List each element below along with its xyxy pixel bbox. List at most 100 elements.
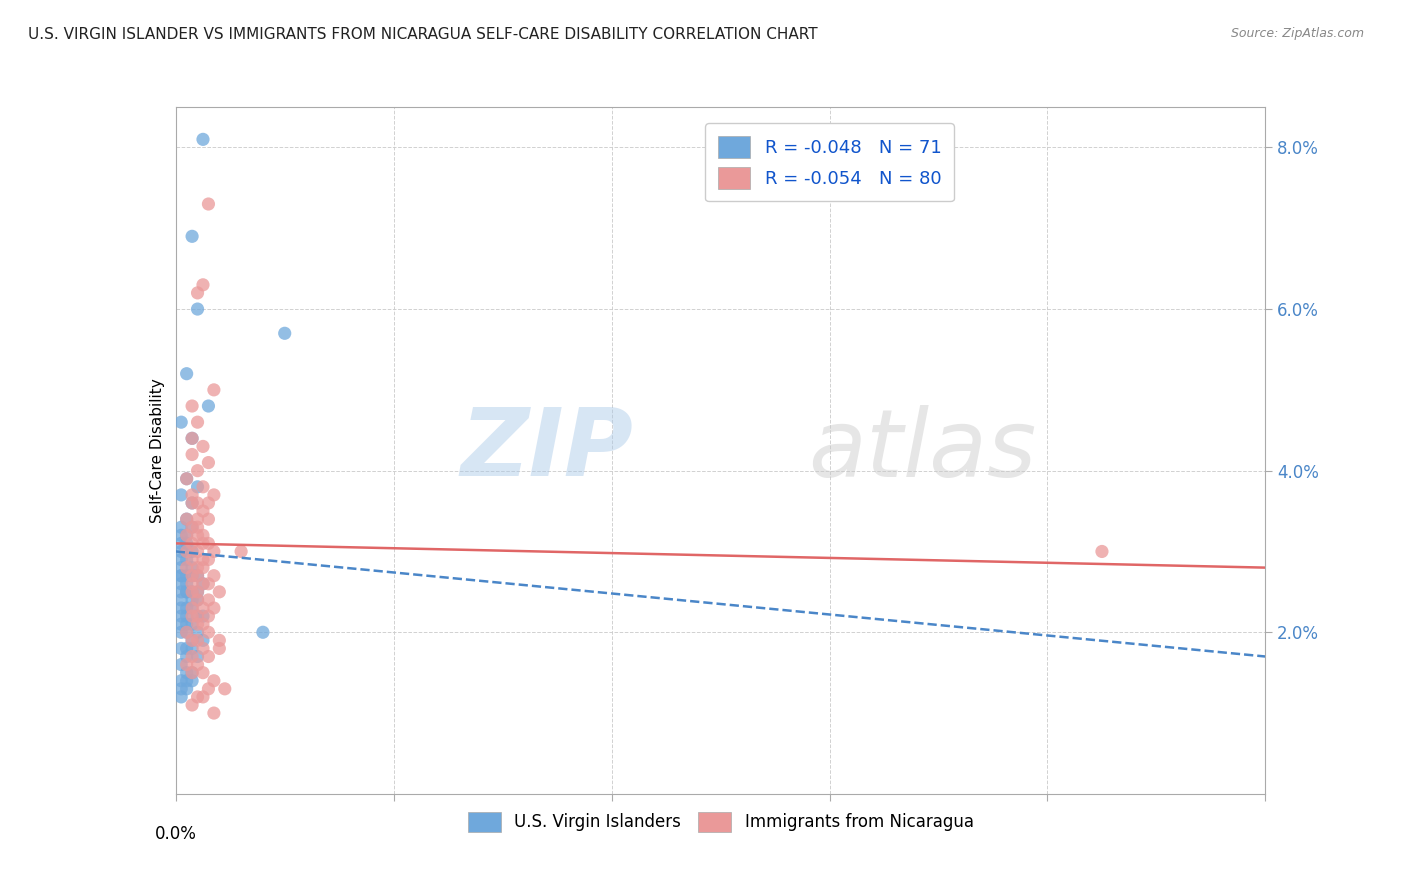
Point <box>191 439 214 453</box>
Point <box>191 480 214 494</box>
Point <box>170 625 193 640</box>
Point <box>176 601 198 615</box>
Point <box>181 641 204 656</box>
Point <box>176 649 198 664</box>
Point <box>181 568 204 582</box>
Point <box>181 601 204 615</box>
Point <box>176 609 198 624</box>
Point <box>186 512 209 526</box>
Point <box>176 585 198 599</box>
Point <box>170 617 193 632</box>
Point <box>176 617 198 632</box>
Point <box>197 512 219 526</box>
Point <box>181 585 204 599</box>
Point <box>181 520 204 534</box>
Y-axis label: Self-Care Disability: Self-Care Disability <box>149 378 165 523</box>
Point <box>197 552 219 566</box>
Point <box>191 528 214 542</box>
Point <box>208 585 231 599</box>
Point <box>176 625 198 640</box>
Point <box>191 617 214 632</box>
Point <box>181 496 204 510</box>
Point <box>186 528 209 542</box>
Point <box>176 657 198 672</box>
Point <box>170 681 193 696</box>
Point <box>186 480 209 494</box>
Point <box>170 576 193 591</box>
Point <box>197 609 219 624</box>
Point <box>186 609 209 624</box>
Point <box>197 456 219 470</box>
Point <box>186 585 209 599</box>
Point <box>181 665 204 680</box>
Point <box>186 609 209 624</box>
Point <box>197 399 219 413</box>
Point <box>181 536 204 550</box>
Point <box>186 625 209 640</box>
Point <box>208 641 231 656</box>
Point <box>186 415 209 429</box>
Point <box>181 229 204 244</box>
Point <box>186 617 209 632</box>
Point <box>176 472 198 486</box>
Point <box>191 536 214 550</box>
Point <box>191 576 214 591</box>
Point <box>186 649 209 664</box>
Point <box>170 560 193 574</box>
Point <box>186 560 209 574</box>
Point <box>176 665 198 680</box>
Point <box>186 301 209 316</box>
Point <box>181 633 204 648</box>
Point <box>181 431 204 445</box>
Point <box>181 633 204 648</box>
Legend: U.S. Virgin Islanders, Immigrants from Nicaragua: U.S. Virgin Islanders, Immigrants from N… <box>460 804 981 840</box>
Point <box>181 649 204 664</box>
Point <box>274 326 297 341</box>
Point <box>197 649 219 664</box>
Point <box>186 520 209 534</box>
Point <box>1091 544 1114 558</box>
Point <box>191 601 214 615</box>
Point <box>170 641 193 656</box>
Point <box>170 528 193 542</box>
Point <box>176 673 198 688</box>
Point <box>170 673 193 688</box>
Point <box>186 593 209 607</box>
Text: 0.0%: 0.0% <box>155 825 197 843</box>
Point <box>170 415 193 429</box>
Point <box>170 544 193 558</box>
Point <box>170 568 193 582</box>
Point <box>170 690 193 704</box>
Point <box>176 367 198 381</box>
Point <box>170 520 193 534</box>
Point <box>197 496 219 510</box>
Point <box>170 488 193 502</box>
Point <box>176 528 198 542</box>
Point <box>176 568 198 582</box>
Point <box>181 544 204 558</box>
Point <box>186 657 209 672</box>
Point <box>186 568 209 582</box>
Point <box>191 132 214 146</box>
Point <box>186 285 209 300</box>
Point <box>181 593 204 607</box>
Point <box>191 576 214 591</box>
Point <box>202 383 225 397</box>
Point <box>170 593 193 607</box>
Point <box>176 576 198 591</box>
Point <box>186 633 209 648</box>
Point <box>181 399 204 413</box>
Point <box>186 464 209 478</box>
Point <box>197 536 219 550</box>
Point <box>202 568 225 582</box>
Point <box>197 197 219 211</box>
Point <box>202 601 225 615</box>
Point <box>186 585 209 599</box>
Point <box>197 593 219 607</box>
Point <box>191 633 214 648</box>
Point <box>170 609 193 624</box>
Point <box>176 560 198 574</box>
Point <box>176 472 198 486</box>
Point <box>176 536 198 550</box>
Point <box>181 609 204 624</box>
